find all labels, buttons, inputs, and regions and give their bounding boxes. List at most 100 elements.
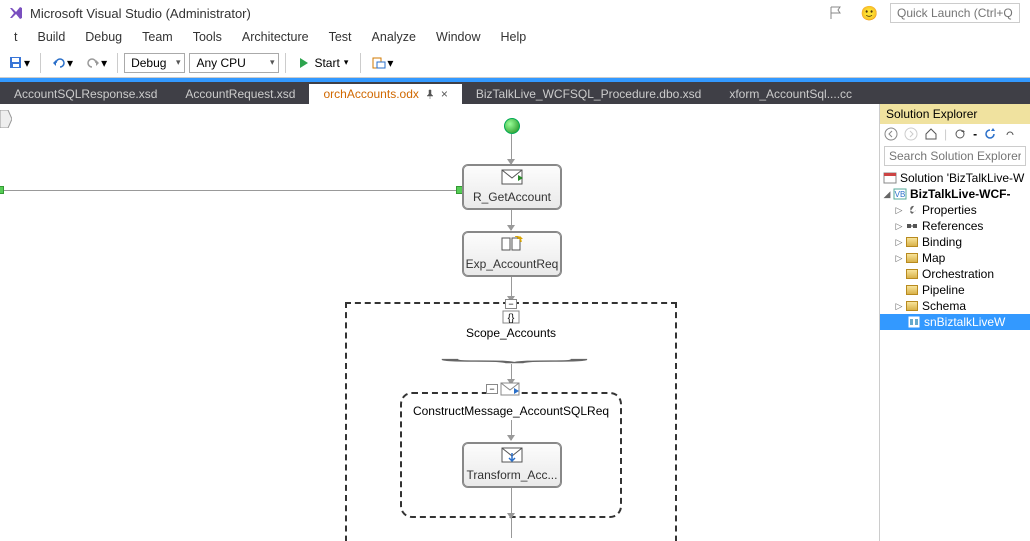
document-tabs: AccountSQLResponse.xsd AccountRequest.xs… <box>0 82 1030 104</box>
tab-accountrequest[interactable]: AccountRequest.xsd <box>171 84 309 104</box>
undo-button[interactable]: ▾ <box>47 54 77 72</box>
back-icon[interactable] <box>884 127 898 141</box>
tab-accountsqlresponse[interactable]: AccountSQLResponse.xsd <box>0 84 171 104</box>
menu-test[interactable]: Test <box>319 27 362 47</box>
pin-icon[interactable] <box>425 89 435 99</box>
receive-shape[interactable]: R_GetAccount <box>462 164 562 210</box>
menu-team[interactable]: Team <box>132 27 183 47</box>
project-icon: VB <box>893 188 907 200</box>
solution-tree[interactable]: Solution 'BizTalkLive-W ◢ VB BizTalkLive… <box>880 168 1030 332</box>
project-node[interactable]: ◢ VB BizTalkLive-WCF- <box>880 186 1030 202</box>
tree-label: Schema <box>922 299 966 313</box>
file-icon <box>908 316 920 328</box>
start-button[interactable]: Start ▾ <box>292 54 354 72</box>
flag-icon[interactable] <box>829 6 843 20</box>
toolbar-dash: - <box>973 127 977 141</box>
expand-icon[interactable]: ▷ <box>894 221 904 232</box>
folder-icon <box>906 253 918 263</box>
envelope-receive-icon <box>501 169 523 185</box>
solution-explorer-panel: Solution Explorer | - Solution 'BizTalkL… <box>879 104 1030 541</box>
toolbox-button[interactable]: ▾ <box>367 54 397 72</box>
play-icon <box>298 57 310 69</box>
tree-item-map[interactable]: ▷ Map <box>880 250 1030 266</box>
solution-icon <box>883 172 897 184</box>
tab-biztalklive[interactable]: BizTalkLive_WCFSQL_Procedure.dbo.xsd <box>462 84 715 104</box>
tree-item-pipeline[interactable]: Pipeline <box>880 282 1030 298</box>
expand-icon[interactable]: ▷ <box>894 253 904 264</box>
expand-icon[interactable]: ▷ <box>894 237 904 248</box>
tree-label: BizTalkLive-WCF- <box>910 187 1010 201</box>
folder-icon <box>906 269 918 279</box>
platform-select[interactable]: Any CPU <box>189 53 279 73</box>
tree-label: snBiztalkLiveW <box>924 315 1005 329</box>
home-icon[interactable] <box>924 127 938 141</box>
orchestration-canvas[interactable]: R_GetAccount Exp_AccountReq − {} Scope_A… <box>0 104 879 541</box>
title-bar: Microsoft Visual Studio (Administrator) … <box>0 0 1030 26</box>
menu-architecture[interactable]: Architecture <box>232 27 319 47</box>
svg-text:{}: {} <box>508 313 515 324</box>
close-tab-icon[interactable]: × <box>441 87 448 101</box>
refresh-icon[interactable] <box>983 127 997 141</box>
tree-label: Binding <box>922 235 962 249</box>
expand-icon[interactable]: ▷ <box>894 205 904 216</box>
collapse-handle[interactable]: − <box>505 299 517 309</box>
svg-text:VB: VB <box>895 190 906 199</box>
tree-item-schema[interactable]: ▷ Schema <box>880 298 1030 314</box>
arrow-icon <box>507 513 515 519</box>
menu-build[interactable]: Build <box>27 27 75 47</box>
tree-item-binding[interactable]: ▷ Binding <box>880 234 1030 250</box>
construct-icon <box>500 382 520 396</box>
menu-edit[interactable]: t <box>4 27 27 47</box>
solution-node[interactable]: Solution 'BizTalkLive-W <box>880 170 1030 186</box>
tree-item-orchestration[interactable]: Orchestration <box>880 266 1030 282</box>
sync-icon[interactable] <box>953 127 967 141</box>
menu-analyze[interactable]: Analyze <box>362 27 426 47</box>
forward-icon[interactable] <box>904 127 918 141</box>
config-select[interactable]: Debug <box>124 53 185 73</box>
connector-line <box>0 190 462 191</box>
expression-icon <box>501 236 523 252</box>
expand-icon[interactable]: ▷ <box>894 301 904 312</box>
window-title: Microsoft Visual Studio (Administrator) <box>30 6 251 21</box>
port-connector-left[interactable] <box>0 186 4 194</box>
tree-item-references[interactable]: ▷ References <box>880 218 1030 234</box>
toolbar-sep: | <box>944 127 947 141</box>
solution-search-input[interactable] <box>884 146 1026 166</box>
orchestration-start[interactable] <box>504 118 520 134</box>
tree-label: Map <box>922 251 945 265</box>
vs-logo-icon <box>8 5 24 21</box>
transform-shape[interactable]: Transform_Acc... <box>462 442 562 488</box>
tab-xform[interactable]: xform_AccountSql....cc <box>715 84 866 104</box>
menu-window[interactable]: Window <box>426 27 490 47</box>
tab-label: orchAccounts.odx <box>323 87 418 101</box>
feedback-icon[interactable]: 🙂 <box>861 5 878 22</box>
construct-label: ConstructMessage_AccountSQLReq <box>400 404 622 418</box>
toolbar: ▾ ▾ ▾ Debug Any CPU Start ▾ ▾ <box>0 48 1030 78</box>
start-label: Start <box>314 56 339 70</box>
port-tab-icon[interactable] <box>0 110 12 128</box>
tree-label: Properties <box>922 203 977 217</box>
menu-debug[interactable]: Debug <box>75 27 132 47</box>
scope-icon: {} <box>502 310 520 324</box>
scope-label: Scope_Accounts <box>345 326 677 340</box>
collapse-handle[interactable]: − <box>486 384 498 394</box>
tab-orchaccounts[interactable]: orchAccounts.odx × <box>309 84 461 104</box>
folder-icon <box>906 285 918 295</box>
expand-icon[interactable]: ◢ <box>882 189 892 200</box>
expression-shape[interactable]: Exp_AccountReq <box>462 231 562 277</box>
tree-label: References <box>922 219 983 233</box>
arrow-icon <box>507 435 515 441</box>
redo-button[interactable]: ▾ <box>81 54 111 72</box>
quick-launch-input[interactable] <box>890 3 1020 23</box>
solution-explorer-title: Solution Explorer <box>880 104 1030 124</box>
menu-tools[interactable]: Tools <box>183 27 232 47</box>
tree-label: Orchestration <box>922 267 994 281</box>
save-all-button[interactable]: ▾ <box>4 53 34 73</box>
tree-label: Solution 'BizTalkLive-W <box>900 171 1024 185</box>
tree-item-snbiztalk[interactable]: snBiztalkLiveW <box>880 314 1030 330</box>
menu-help[interactable]: Help <box>490 27 536 47</box>
tree-item-properties[interactable]: ▷ Properties <box>880 202 1030 218</box>
tree-label: Pipeline <box>922 283 965 297</box>
collapse-icon[interactable] <box>1003 127 1017 141</box>
folder-icon <box>906 301 918 311</box>
